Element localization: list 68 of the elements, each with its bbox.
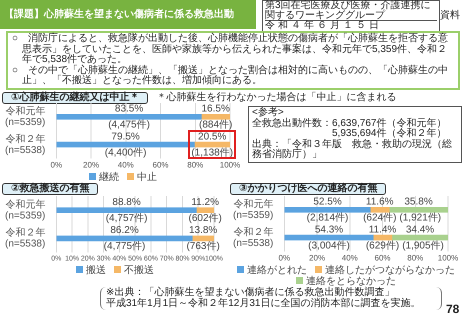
bar: [372, 234, 392, 240]
text: 11.2% (602件): [188, 196, 222, 224]
text: 令和４年６月１５日: [265, 20, 437, 31]
x-tick-label: 60%: [374, 253, 391, 262]
bar: [56, 114, 202, 120]
chart-title: ③かかりつけ医への連絡の有無: [230, 183, 386, 195]
bar: [284, 207, 371, 213]
x-tick-label: 0%: [50, 160, 62, 170]
x-tick-label: 20%: [309, 253, 326, 262]
bar: [196, 207, 214, 213]
x-tick-label: 60%: [152, 160, 169, 170]
x-tick-label: 100%: [220, 160, 240, 170]
bar: [192, 236, 214, 242]
text: ※出典：「心肺蘇生を望まない傷病者に係る救急出動件数調査」: [106, 287, 394, 298]
y-tick-label: 令和２年 (n=5538): [4, 132, 46, 156]
text: 【課題】心肺蘇生を望まない傷病者に係る救急出動: [0, 0, 256, 29]
text: ＊心肺蘇生を行わなかった場合は「中止」に含まれる: [156, 92, 396, 103]
bar: [388, 207, 448, 213]
chart-title: ①心肺蘇生の継続又は中止＊: [2, 92, 148, 104]
y-tick-label: 令和２年 (n=5538): [4, 226, 46, 250]
text: 資料: [440, 8, 460, 22]
text: 54.3% (3,004件): [308, 224, 350, 252]
text: 52.5% (2,814件): [306, 196, 348, 224]
text: 13.8% (763件): [186, 225, 220, 252]
text: 78: [446, 302, 460, 316]
legend-label: 中止: [137, 172, 157, 183]
text: 全救急出動件数：6,639,767件（令和元年）: [252, 118, 448, 128]
bar: [201, 114, 230, 120]
text: ○ 消防庁によると、救急隊が出動した後、心肺機能停止状態の傷病者が「心肺蘇生を拒否する意思表示」をしていたことを、医師や家族等から伝えられた事案は、令和元年で5,359件、令和２年で5,538件であった。: [12, 33, 450, 65]
y-tick-label: 令和元年 (n=5359): [4, 198, 46, 222]
bar: [284, 234, 374, 240]
chart-title: ②救急搬送の有無: [2, 183, 98, 195]
bar: [56, 236, 193, 242]
legend-label: 継続: [99, 172, 119, 183]
text: <参考>: [252, 107, 284, 118]
text: 34.4% (1,905件): [402, 224, 444, 252]
source-note: 出典：「令和３年版 救急・救助の現況（総務省消防庁）」: [252, 138, 453, 160]
bar: [370, 207, 390, 213]
text: 79.5% (4,400件): [104, 131, 146, 158]
bar: [194, 142, 230, 148]
y-tick-label: 令和２年 (n=5538): [232, 226, 274, 249]
x-tick-label: 0%: [278, 253, 290, 262]
bar: [56, 142, 195, 148]
text: 平成31年1月1日～令和２年12月31日に全国の消防本部に調査を実施。: [106, 298, 422, 309]
x-tick-label: 20%: [83, 160, 100, 170]
x-tick-label: 80%: [407, 253, 424, 262]
text: 5,935,694件（令和２年）: [331, 128, 448, 139]
text: 35.8% (1,921件): [399, 196, 442, 224]
y-tick-label: 令和元年 (n=5359): [4, 105, 46, 128]
x-tick-label: 100%: [438, 253, 458, 262]
legend-label: 連絡がとれた: [247, 265, 307, 276]
text: 86.2% (4,775件): [104, 225, 146, 252]
x-tick-label: 40%: [118, 160, 134, 170]
legend-label: 連絡したがつながらなかった: [325, 265, 455, 276]
text: 83.5% (4,475件): [108, 104, 150, 131]
x-tick-label: 80%: [187, 160, 204, 170]
legend-label: 不搬送: [124, 265, 154, 276]
text: 16.5% (884件): [198, 104, 232, 131]
text: 88.8% (4,757件): [106, 196, 148, 224]
y-tick-label: 令和元年 (n=5359): [232, 198, 274, 222]
text: ○ その中で「心肺蘇生の継続」、「搬送」となった割合は相対的に高いものの、「心肺蘇生の中止」、「不搬送」となった件数は、増加傾向にある。: [12, 64, 450, 86]
legend-label: 連絡をとらなかった: [306, 276, 396, 287]
text: 11.4% (629件): [366, 224, 400, 252]
legend-label: 搬送: [86, 265, 106, 276]
bar: [56, 207, 197, 213]
bar: [392, 234, 448, 240]
x-tick-label: 40%: [342, 253, 358, 262]
text: 11.6% (624件): [363, 196, 396, 224]
